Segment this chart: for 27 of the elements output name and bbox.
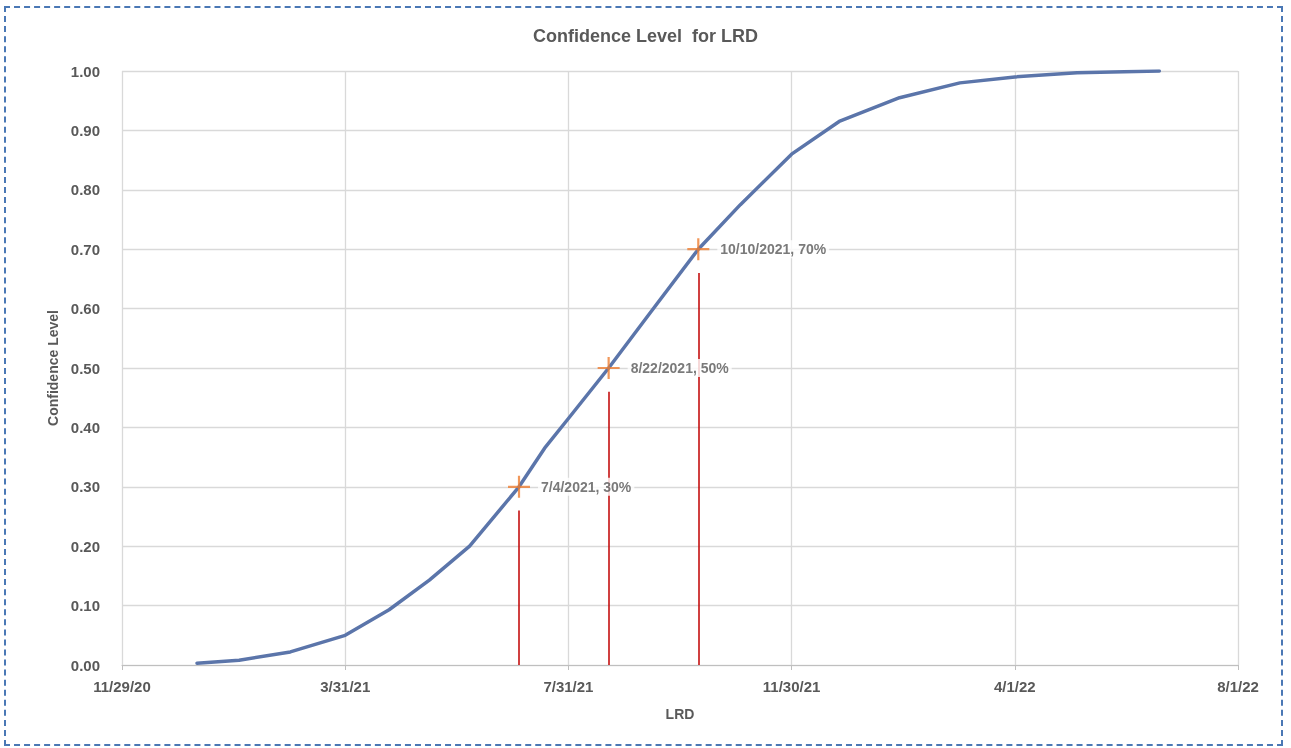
y-tick-label: 0.60 [70, 300, 100, 318]
y-tick-label: 0.10 [70, 597, 100, 615]
x-axis-title: LRD [665, 706, 695, 722]
x-tick-label: 8/1/22 [1217, 678, 1259, 695]
point [687, 238, 710, 261]
y-tick-label: 1.00 [70, 62, 100, 80]
y-tick-label: 0.80 [70, 181, 100, 199]
y-axis-title: Confidence Level [44, 310, 61, 426]
y-tick-label: 0.00 [70, 656, 100, 674]
x-tick-label: 11/29/20 [93, 678, 151, 695]
y-tick-label: 0.30 [70, 478, 100, 496]
y-tick-label: 0.70 [70, 240, 100, 258]
y-tick-label: 0.20 [70, 537, 100, 555]
line-series [195, 69, 1162, 665]
y-tick-label: 0.90 [70, 121, 100, 139]
y-tick-label: 0.50 [70, 359, 100, 377]
point [508, 475, 530, 498]
x-tick-label: 7/31/21 [543, 678, 594, 695]
data-label: 8/22/2021, 50% [630, 360, 730, 376]
chart-title: Confidence Level for LRD [532, 26, 759, 46]
x-tick-label: 4/1/22 [993, 678, 1036, 695]
x-tick-label: 11/30/21 [762, 678, 821, 695]
y-tick-label: 0.40 [70, 418, 100, 436]
x-tick-label: 3/31/21 [320, 678, 371, 695]
data-label: 10/10/2021, 70% [720, 241, 827, 258]
point [597, 357, 620, 379]
data-label: 7/4/2021, 30% [541, 478, 632, 495]
